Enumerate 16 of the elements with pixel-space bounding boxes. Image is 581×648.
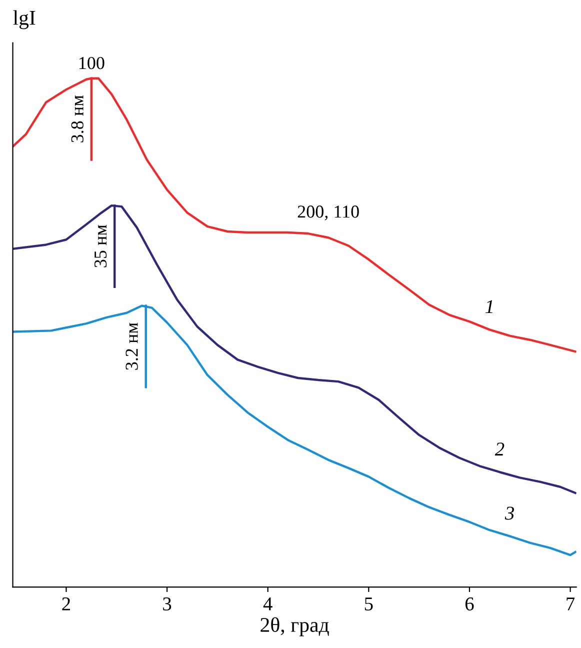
series-label: 1 <box>485 300 492 314</box>
annotation: 200, 110 <box>298 206 359 220</box>
series-label: 2 <box>494 442 504 456</box>
x-tick-label: 4 <box>263 598 272 610</box>
y-axis-title: lgI <box>13 10 36 30</box>
annotation: 3.8 нм <box>71 95 84 142</box>
series-label: 3 <box>504 506 514 520</box>
x-tick-label: 3 <box>163 597 172 610</box>
x-tick-label: 6 <box>465 597 474 610</box>
annotation: 3.2 нм <box>126 322 138 370</box>
annotation: 100 <box>79 56 104 70</box>
x-axis-title: 2θ, град <box>260 617 329 636</box>
x-tick-label: 5 <box>364 598 373 610</box>
x-tick-label: 2 <box>62 597 70 610</box>
annotation: 35 нм <box>94 224 107 268</box>
x-tick-label: 7 <box>566 598 575 610</box>
